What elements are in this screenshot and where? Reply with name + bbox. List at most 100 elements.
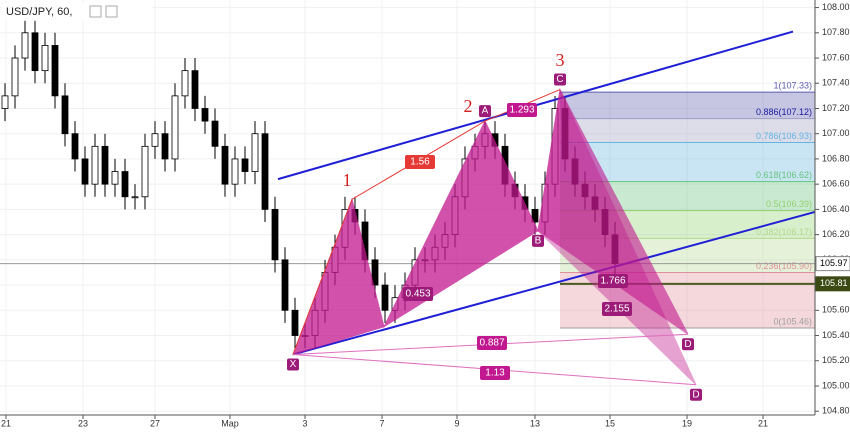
point-badge	[532, 234, 544, 247]
ratio-badge	[405, 155, 435, 169]
fib-label: 0.786(106.93)	[756, 131, 812, 141]
candle-body	[21, 32, 29, 59]
y-tick-label: 108.00	[822, 2, 850, 12]
plot: 1(107.33) 0.886(107.12) 0.786(106.93) 0.618…	[0, 0, 816, 415]
candle-body	[141, 145, 149, 198]
x-tick-label: 19	[682, 418, 692, 428]
x-tick-label: 9	[454, 418, 459, 428]
ratio-badge	[602, 302, 632, 316]
candle-body	[151, 133, 159, 147]
ratio-label: 2.155	[604, 304, 629, 315]
point-badge	[554, 73, 566, 86]
candle-body	[101, 145, 109, 185]
candle-body	[281, 259, 289, 311]
price-tag	[815, 276, 850, 292]
candle-body	[91, 145, 99, 185]
ratio-label: 1.293	[509, 105, 534, 116]
fib-band	[560, 92, 815, 119]
y-tick-label: 106.80	[822, 153, 850, 163]
candle-body	[51, 45, 59, 97]
point-badge	[682, 338, 694, 351]
ratio-label: 1.56	[410, 157, 430, 168]
candle-body	[381, 284, 389, 311]
candle-body	[191, 70, 199, 109]
point-label: D	[692, 389, 699, 400]
candle-body	[61, 95, 69, 135]
candle-body	[261, 133, 269, 210]
y-tick-label: 107.80	[822, 27, 850, 37]
candle-body	[271, 208, 279, 261]
candle-body	[131, 196, 139, 199]
y-tick-label: 105.00	[822, 380, 850, 390]
candle-body	[291, 309, 299, 336]
wave-annotation: 2	[464, 96, 473, 116]
x-tick-label: 3	[302, 418, 307, 428]
ratio-badge	[598, 274, 628, 288]
candle-body	[221, 145, 229, 185]
fib-label: 0.618(106.62)	[756, 170, 812, 180]
ratio-badge	[403, 287, 433, 301]
y-tick-label: 106.40	[822, 204, 850, 214]
price-tag	[815, 256, 850, 272]
candle-body	[11, 57, 19, 97]
y-tick-label: 106.20	[822, 229, 850, 239]
x-tick-label: 13	[530, 418, 540, 428]
fib-label: 0(105.46)	[773, 316, 812, 326]
point-badge	[479, 105, 491, 118]
price-tag-label: 105.97	[820, 258, 848, 268]
ratio-label: 1.13	[485, 368, 505, 379]
axes: 104.80105.00105.20105.40105.60105.80106.…	[1, 2, 850, 428]
candle-body	[41, 45, 49, 72]
candle-body	[171, 95, 179, 160]
candle-body	[531, 208, 539, 223]
point-label: X	[290, 359, 297, 370]
y-tick-label: 105.20	[822, 355, 850, 365]
x-tick-label: 23	[78, 418, 88, 428]
fib-label: 0.236(105.90)	[756, 261, 812, 271]
fib-label: 0.382(106.17)	[756, 227, 812, 237]
ratio-label: 1.766	[600, 276, 625, 287]
candle-body	[181, 70, 189, 97]
candle-body	[231, 158, 239, 185]
y-tick-label: 107.60	[822, 52, 850, 62]
fib-label: 1(107.33)	[773, 80, 812, 90]
candle-body	[371, 259, 379, 286]
ratio-badge	[477, 336, 507, 350]
point-label: C	[556, 74, 563, 85]
y-tick-label: 107.00	[822, 128, 850, 138]
x-tick-label: Мар	[221, 418, 239, 428]
fib-label: 0.886(107.12)	[756, 107, 812, 117]
ratio-label: 0.887	[479, 338, 504, 349]
candle-body	[211, 120, 219, 147]
candle-body	[1, 95, 9, 109]
wave-annotation: 1	[343, 170, 352, 190]
y-tick-label: 105.60	[822, 305, 850, 315]
trendline	[292, 210, 816, 356]
icon[interactable]	[89, 5, 102, 18]
y-tick-label: 107.20	[822, 103, 850, 113]
ratio-label: 0.453	[405, 289, 430, 300]
y-tick-label: 105.40	[822, 330, 850, 340]
x-tick-label: 21	[1, 418, 11, 428]
icon[interactable]	[105, 5, 118, 18]
candle-body	[31, 32, 39, 72]
point-badge	[287, 358, 299, 371]
chart-title: USD/JPY, 60,	[6, 6, 72, 18]
candle-body	[201, 108, 209, 122]
point-label: D	[684, 339, 691, 350]
point-label: B	[535, 235, 542, 246]
fib-label: 0.5(106.39)	[766, 199, 812, 209]
x-tick-label: 21	[758, 418, 768, 428]
candle-body	[111, 171, 119, 185]
y-tick-label: 107.40	[822, 78, 850, 88]
candle-body	[251, 133, 259, 172]
candle-body	[241, 158, 249, 172]
candle-body	[161, 133, 169, 160]
pattern-triangle	[382, 119, 539, 329]
y-tick-label: 104.80	[822, 406, 850, 416]
ratio-badge	[507, 103, 537, 117]
fib-band	[560, 118, 815, 143]
wave-annotation: 3	[556, 50, 565, 70]
